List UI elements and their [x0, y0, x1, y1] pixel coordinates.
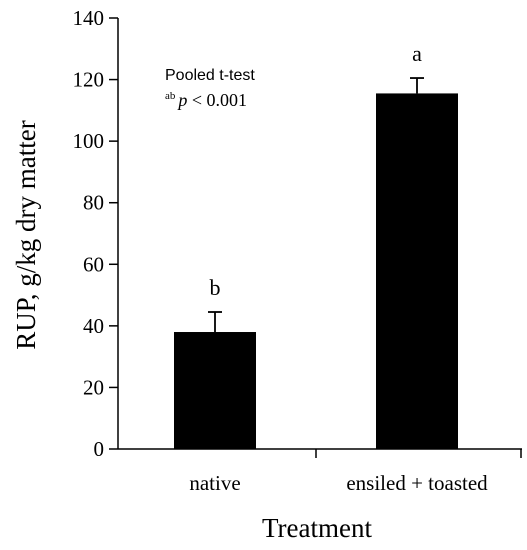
y-tick-label: 80	[83, 191, 104, 215]
y-axis: 0 20 40 60 80 100 120 140	[73, 6, 119, 461]
annotation-line-1: Pooled t-test	[165, 67, 255, 84]
y-tick-label: 60	[83, 252, 104, 276]
annotation-p-value: < 0.001	[187, 90, 247, 110]
y-tick-label: 100	[73, 129, 105, 153]
significance-letter: a	[412, 41, 422, 66]
x-category-label: ensiled + toasted	[346, 471, 488, 495]
annotation-superscript: ab	[165, 90, 176, 102]
annotation-p-symbol: p	[176, 90, 187, 110]
x-axis: native ensiled + toasted	[118, 448, 522, 495]
y-tick-label: 0	[94, 437, 105, 461]
bar-1	[174, 332, 256, 449]
y-tick-label: 20	[83, 375, 104, 399]
significance-letter: b	[210, 275, 221, 300]
y-tick-label: 140	[73, 6, 105, 30]
y-tick-label: 120	[73, 68, 105, 92]
x-axis-title: Treatment	[262, 513, 372, 543]
x-category-label: native	[189, 471, 240, 495]
y-axis-title: RUP, g/kg dry matter	[11, 120, 41, 350]
annotation: Pooled t-test ab p < 0.001	[165, 67, 255, 110]
bars-layer: ba	[174, 41, 458, 450]
y-tick-label: 40	[83, 314, 104, 338]
bar-2	[376, 93, 458, 450]
annotation-line-2: ab p < 0.001	[165, 90, 247, 110]
